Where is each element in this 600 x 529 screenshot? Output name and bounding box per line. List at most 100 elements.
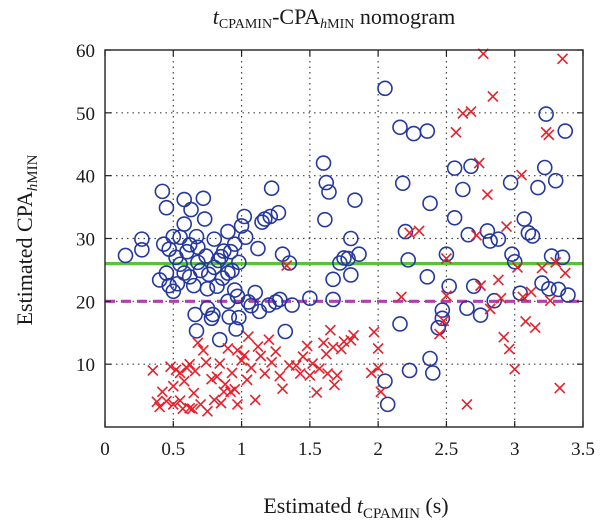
circle-point: [490, 231, 507, 247]
cross-point: [543, 129, 555, 141]
cross-point: [255, 350, 267, 362]
circle-point: [220, 265, 236, 281]
circle-point: [446, 209, 463, 226]
circle-point: [434, 310, 451, 327]
circle-point: [541, 280, 557, 297]
cross-point: [178, 375, 190, 387]
cross-point: [201, 405, 213, 417]
circle-point: [340, 250, 356, 267]
cross-point: [252, 341, 264, 353]
circle-point: [377, 80, 393, 97]
circle-point: [315, 155, 332, 171]
cross-point: [372, 362, 384, 374]
circle-point: [155, 236, 172, 252]
circle-point: [446, 160, 463, 176]
y-tick-label: 20: [76, 292, 95, 313]
x-tick-label: 3: [510, 439, 520, 460]
cross-point: [266, 356, 278, 368]
cross-point: [465, 106, 477, 118]
title-mid: -CPA: [272, 4, 320, 29]
circle-point: [117, 247, 134, 264]
cross-point: [520, 315, 532, 328]
cross-point: [470, 229, 483, 241]
y-axis-label: Estimated CPAhMIN: [12, 154, 41, 325]
cross-point: [559, 267, 571, 279]
axis-ticks: 0 0.5 1 1.5 2 2.5 3 3.5 10 20 30 40 50 60: [76, 41, 595, 460]
y-tick-label: 30: [76, 230, 95, 251]
cross-point: [214, 357, 226, 370]
xlabel-sub: CPAMIN: [363, 506, 420, 522]
circle-point: [463, 158, 479, 175]
cross-point: [276, 383, 289, 395]
circle-point: [302, 290, 318, 306]
circle-point: [220, 223, 236, 240]
cross-point: [164, 361, 177, 373]
ylabel-sub: MIN: [25, 154, 41, 183]
circle-point: [438, 246, 455, 263]
circle-point: [516, 211, 533, 227]
circle-point: [486, 292, 503, 309]
circle-point: [343, 267, 359, 283]
cross-point: [495, 292, 507, 304]
circle-point: [347, 192, 363, 208]
cross-point: [215, 397, 227, 409]
y-tick-label: 60: [76, 41, 95, 62]
cross-point: [307, 357, 319, 370]
circle-point: [547, 172, 564, 189]
circle-point: [221, 309, 238, 325]
circle-point: [317, 211, 333, 228]
cross-point: [515, 169, 528, 181]
cross-point: [219, 378, 231, 390]
cross-point: [229, 383, 241, 395]
circle-point: [220, 293, 236, 310]
circle-point: [530, 179, 546, 196]
circle-point: [538, 106, 554, 122]
cross-point: [156, 386, 168, 398]
x-tick-label: 1.5: [298, 439, 322, 460]
circle-point: [434, 302, 451, 318]
circle-point: [214, 270, 231, 286]
circle-point: [284, 297, 300, 313]
circle-point: [524, 228, 541, 244]
cross-point: [475, 280, 487, 292]
circle-point: [557, 123, 574, 139]
cross-point: [281, 259, 293, 272]
circle-point: [165, 283, 182, 300]
circle-point: [392, 119, 408, 136]
cross-point: [450, 126, 462, 138]
x-tick-label: 0.5: [161, 439, 185, 460]
cross-point: [481, 188, 493, 201]
circle-point: [196, 211, 213, 227]
circle-point: [211, 331, 228, 348]
circle-point: [419, 269, 436, 285]
circle-point: [504, 246, 520, 263]
cross-point: [154, 401, 166, 413]
cross-point: [290, 359, 302, 371]
circle-point: [520, 225, 537, 241]
circle-point: [459, 300, 475, 317]
x-tick-label: 1: [237, 439, 247, 460]
title-t: t: [213, 4, 220, 29]
circle-point: [351, 246, 367, 263]
circle-point: [270, 204, 287, 221]
circle-point: [233, 218, 250, 234]
xlabel-prefix: Estimated: [263, 493, 356, 518]
title-sub-min: MIN: [327, 17, 354, 32]
circle-point: [482, 233, 498, 249]
circle-point: [176, 216, 193, 232]
circle-point: [321, 184, 337, 200]
circle-point: [172, 256, 188, 273]
title-sub-h: h: [320, 17, 327, 32]
cross-point: [461, 398, 473, 410]
cross-point: [503, 343, 515, 355]
circle-point: [455, 181, 471, 198]
cross-point: [311, 386, 323, 399]
circle-point: [210, 252, 227, 269]
cross-point: [457, 107, 469, 120]
circle-point: [254, 214, 270, 230]
circle-point: [237, 229, 254, 246]
cross-point: [487, 90, 499, 103]
cross-point: [484, 303, 496, 315]
circle-point: [401, 362, 418, 379]
cross-point: [304, 369, 316, 382]
